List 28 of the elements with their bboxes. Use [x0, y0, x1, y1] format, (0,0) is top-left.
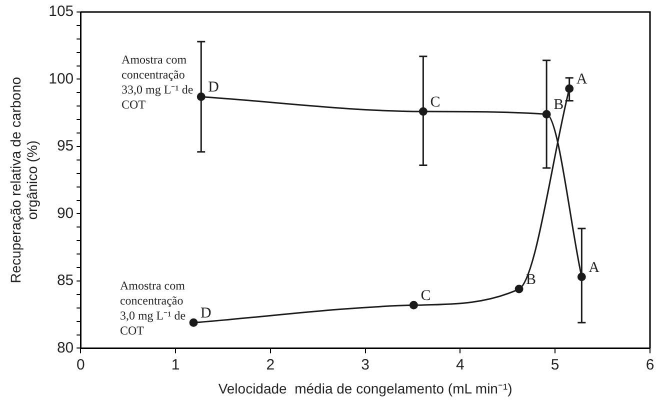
- annotation: B: [526, 272, 536, 288]
- annotation: D: [200, 306, 212, 322]
- x-tick-label: 5: [550, 356, 560, 374]
- y-tick-label: 90: [56, 204, 74, 222]
- y-tick-label: 95: [56, 138, 74, 155]
- annotation: A: [576, 72, 588, 88]
- x-tick-label: 2: [266, 356, 275, 374]
- y-tick-label: 105: [48, 3, 74, 20]
- y-tick-label: 85: [56, 272, 74, 290]
- y-tick-label: 80: [56, 339, 74, 356]
- y-axis-title: Recuperação relativa de carbono orgânico (%): [7, 76, 40, 284]
- x-tick-label: 4: [456, 356, 464, 374]
- annotation: D: [208, 80, 220, 96]
- annotation: C: [420, 288, 431, 304]
- annotation: B: [554, 97, 564, 114]
- x-tick-label: 0: [76, 356, 85, 374]
- x-tick-label: 1: [171, 356, 180, 374]
- x-tick-label: 3: [361, 356, 370, 374]
- series-label: Amostra com concentração 3,0 mg L⁻¹ de COT: [120, 278, 186, 338]
- point: [514, 284, 524, 294]
- point: [409, 300, 418, 310]
- x-tick-label: 6: [646, 356, 654, 374]
- series-label: Amostra com concentração 33,0 mg L⁻¹ de COT: [122, 52, 194, 112]
- annotation: C: [430, 94, 440, 110]
- y-tick-label: 100: [48, 70, 74, 88]
- point: [189, 318, 198, 327]
- annotation: A: [588, 260, 600, 276]
- x-axis-title: Velocidade média de congelamento (mL min⁻¹): [218, 380, 512, 396]
